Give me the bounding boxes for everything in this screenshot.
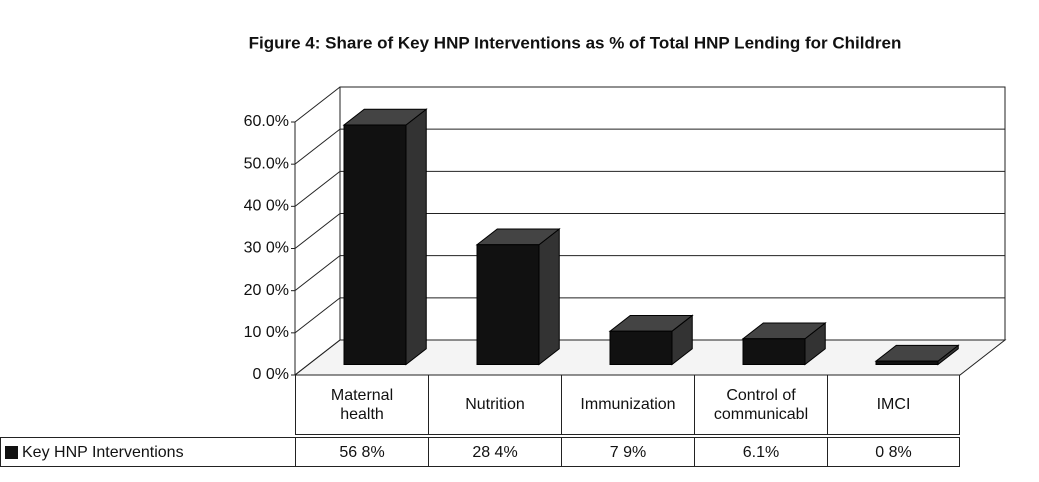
chart-title: Figure 4: Share of Key HNP Interventions…	[249, 33, 902, 52]
legend-label: Key HNP Interventions	[22, 443, 184, 461]
grid-line-side	[294, 86, 341, 123]
grid-line-side	[294, 255, 341, 292]
legend: Key HNP Interventions	[0, 437, 295, 467]
grid-line-side	[294, 170, 341, 207]
x-tick-label: IMCI	[827, 375, 960, 435]
data-label: 0 8%	[827, 437, 960, 467]
grid-line-side	[294, 128, 341, 165]
y-tick-label: 50.0%	[244, 155, 289, 172]
y-tick-label: 40 0%	[244, 198, 289, 215]
bar	[742, 338, 806, 365]
y-tick-label: 20 0%	[244, 282, 289, 299]
data-label: 56 8%	[295, 437, 428, 467]
bar	[476, 244, 540, 366]
bar	[609, 330, 673, 365]
x-tick-label: Control of communicabl	[694, 375, 827, 435]
bar	[875, 360, 939, 366]
bar-side	[405, 108, 427, 366]
bar-side	[538, 227, 560, 366]
data-label: 7 9%	[561, 437, 694, 467]
grid-line-side	[294, 213, 341, 249]
y-tick-label: 60.0%	[244, 113, 289, 130]
grid-line-side	[294, 339, 341, 376]
y-tick-label: 0 0%	[253, 366, 289, 383]
bar	[343, 124, 407, 365]
data-label: 6.1%	[694, 437, 827, 467]
x-tick-label: Nutrition	[428, 375, 561, 435]
y-tick-label: 30 0%	[244, 240, 289, 257]
y-tick-label: 10 0%	[244, 324, 289, 341]
legend-swatch	[5, 445, 18, 459]
x-tick-label: Immunization	[561, 375, 694, 435]
data-label: 28 4%	[428, 437, 561, 467]
x-tick-label: Maternal health	[295, 375, 428, 435]
grid-line-side	[294, 297, 341, 334]
